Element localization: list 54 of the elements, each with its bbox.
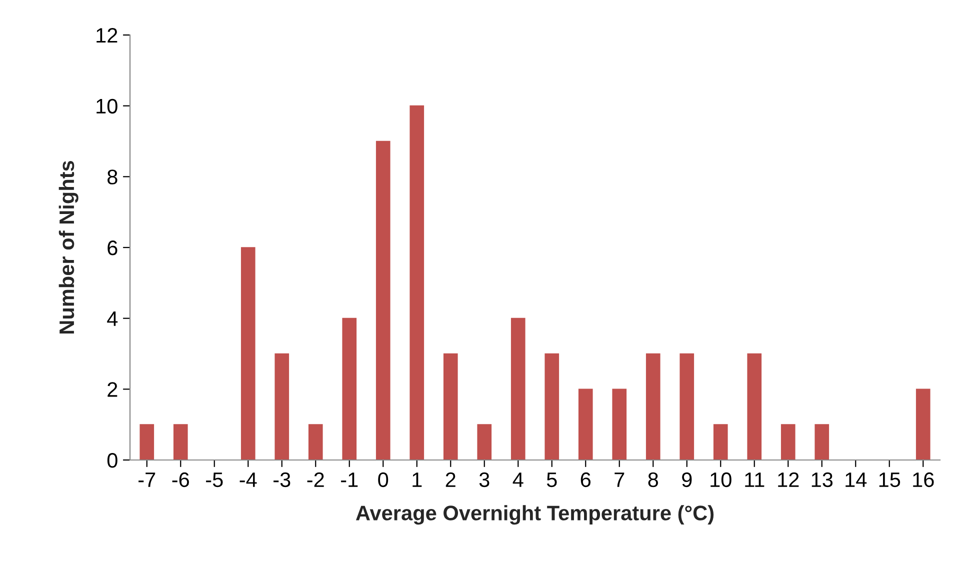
x-tick-label: 6 <box>580 472 591 488</box>
y-tick-label: 12 <box>96 28 118 43</box>
y-tick-label: 10 <box>96 98 118 114</box>
x-tick-label: 16 <box>913 472 934 488</box>
y-tick-label: 8 <box>108 170 118 184</box>
bar <box>240 247 256 460</box>
bar <box>376 140 390 460</box>
bar <box>477 424 492 460</box>
x-tick-label: -4 <box>240 472 257 487</box>
x-axis-title: Average Overnight Temperature (°C) <box>356 505 714 525</box>
bar <box>308 424 323 460</box>
bar <box>680 353 694 460</box>
x-tick-label: 9 <box>682 472 692 488</box>
x-tick-label: 0 <box>378 472 388 488</box>
x-tick-label: 8 <box>648 472 658 488</box>
bar <box>747 353 762 460</box>
y-tick-label: 2 <box>108 382 118 397</box>
bar <box>510 318 526 460</box>
x-tick-label: 2 <box>446 472 456 487</box>
x-tick-label: 14 <box>846 472 867 487</box>
x-tick-label: 13 <box>812 472 833 488</box>
bar <box>814 424 830 460</box>
x-tick-label: 12 <box>778 472 799 487</box>
bar <box>342 318 357 460</box>
y-tick-label: 4 <box>107 312 118 326</box>
y-axis-title: Number of Nights <box>58 160 78 334</box>
x-tick-label: -2 <box>307 472 324 487</box>
x-tick-label: -6 <box>172 472 189 488</box>
x-tick-label: -7 <box>138 472 156 487</box>
bar <box>140 424 154 460</box>
x-tick-label: 7 <box>614 472 624 487</box>
bar <box>612 388 627 460</box>
y-tick-label: 6 <box>108 240 118 256</box>
y-tick-label: 0 <box>107 453 118 468</box>
bar <box>646 353 660 460</box>
x-tick-label: 11 <box>745 472 764 487</box>
x-tick-label: -5 <box>206 472 223 488</box>
bar <box>544 353 560 460</box>
bar <box>274 353 290 460</box>
x-tick-label: 15 <box>879 472 900 488</box>
bar <box>780 424 796 460</box>
bar <box>173 424 188 460</box>
bar <box>916 388 930 460</box>
x-tick-label: -1 <box>341 472 358 487</box>
x-tick-label: 3 <box>479 472 490 488</box>
x-tick-label: 1 <box>412 472 422 487</box>
x-tick-label: -3 <box>274 472 290 488</box>
x-tick-label: 4 <box>512 472 524 487</box>
bar <box>578 388 593 460</box>
bar <box>443 353 458 460</box>
x-tick-label: 10 <box>710 472 732 488</box>
x-tick-label: 5 <box>546 472 557 488</box>
bar <box>410 105 424 460</box>
bar <box>713 424 728 460</box>
